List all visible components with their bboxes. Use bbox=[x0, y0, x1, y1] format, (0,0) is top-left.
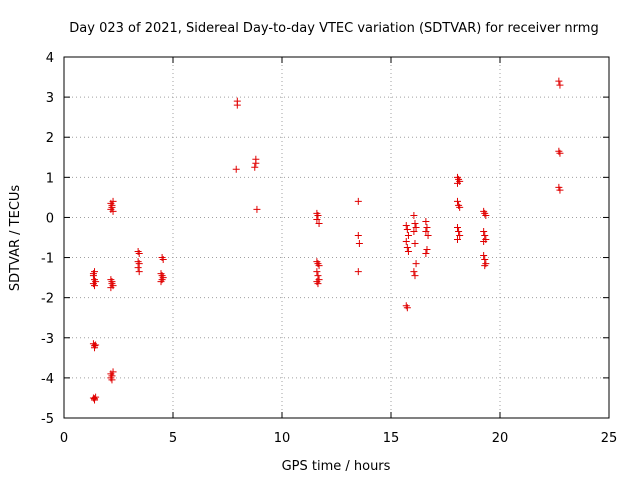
data-point bbox=[109, 197, 117, 205]
data-point bbox=[453, 179, 461, 187]
data-point bbox=[455, 227, 463, 235]
data-point bbox=[314, 272, 322, 280]
data-point bbox=[424, 231, 432, 239]
data-point bbox=[423, 223, 431, 231]
x-tick-labels: 0 5 10 15 20 25 bbox=[60, 431, 617, 446]
data-point bbox=[480, 252, 488, 260]
y-tick-label: -3 bbox=[41, 332, 54, 347]
data-point bbox=[91, 268, 99, 276]
data-point bbox=[354, 231, 362, 239]
data-point bbox=[89, 272, 97, 280]
data-point bbox=[135, 250, 143, 258]
axis-ticks bbox=[63, 56, 610, 419]
data-point bbox=[403, 244, 411, 252]
data-point bbox=[403, 225, 411, 233]
data-point bbox=[404, 248, 412, 256]
data-point bbox=[402, 221, 410, 229]
data-point bbox=[481, 256, 489, 264]
data-point bbox=[422, 250, 430, 258]
y-tick-label: 1 bbox=[46, 171, 54, 186]
x-tick-label: 0 bbox=[60, 431, 68, 446]
data-point bbox=[251, 163, 259, 171]
data-point bbox=[453, 223, 461, 231]
data-point bbox=[157, 278, 165, 286]
data-point bbox=[91, 282, 99, 290]
data-point bbox=[354, 268, 362, 276]
data-point bbox=[232, 165, 240, 173]
data-point bbox=[456, 203, 464, 211]
data-points bbox=[89, 77, 564, 404]
data-point bbox=[233, 101, 241, 109]
y-axis-label: SDTVAR / TECUs bbox=[8, 185, 23, 292]
data-point bbox=[109, 368, 117, 376]
data-point bbox=[411, 272, 419, 280]
data-point bbox=[404, 231, 412, 239]
data-point bbox=[556, 149, 564, 157]
data-point bbox=[423, 246, 431, 254]
data-point bbox=[313, 215, 321, 223]
grid bbox=[64, 57, 609, 418]
data-point bbox=[402, 238, 410, 246]
data-point bbox=[480, 227, 488, 235]
data-point bbox=[422, 227, 430, 235]
data-point bbox=[422, 217, 430, 225]
plot-frame bbox=[63, 56, 610, 419]
data-point bbox=[481, 231, 489, 239]
data-point bbox=[556, 81, 564, 89]
data-point bbox=[159, 256, 167, 264]
data-point bbox=[482, 211, 490, 219]
y-tick-label: 3 bbox=[46, 91, 54, 106]
data-point bbox=[315, 219, 323, 227]
data-point bbox=[453, 236, 461, 244]
data-point bbox=[410, 268, 418, 276]
data-point bbox=[412, 260, 420, 268]
data-point bbox=[134, 264, 142, 272]
data-point bbox=[91, 344, 99, 352]
x-tick-label: 15 bbox=[383, 431, 400, 446]
data-point bbox=[403, 304, 411, 312]
data-point bbox=[107, 284, 115, 292]
y-tick-label: -2 bbox=[41, 292, 54, 307]
data-point bbox=[252, 159, 260, 167]
data-point bbox=[108, 376, 116, 384]
data-point bbox=[456, 231, 464, 239]
y-tick-label: -1 bbox=[41, 252, 54, 267]
data-point bbox=[91, 396, 99, 404]
x-tick-label: 20 bbox=[492, 431, 509, 446]
data-point bbox=[555, 77, 563, 85]
x-tick-label: 25 bbox=[601, 431, 618, 446]
data-point bbox=[412, 223, 420, 231]
data-point bbox=[480, 238, 488, 246]
y-tick-label: 2 bbox=[46, 131, 54, 146]
y-tick-label: -5 bbox=[41, 412, 54, 427]
data-point bbox=[314, 280, 322, 288]
chart-title: Day 023 of 2021, Sidereal Day-to-day VTE… bbox=[69, 21, 598, 36]
data-point bbox=[481, 262, 489, 270]
data-point bbox=[354, 197, 362, 205]
data-point bbox=[411, 219, 419, 227]
data-point bbox=[92, 278, 100, 286]
x-tick-label: 5 bbox=[169, 431, 177, 446]
y-tick-labels: -5 -4 -3 -2 -1 0 1 2 3 4 bbox=[41, 51, 54, 427]
x-tick-label: 10 bbox=[274, 431, 291, 446]
data-point bbox=[314, 211, 322, 219]
data-point bbox=[109, 207, 117, 215]
data-point bbox=[453, 197, 461, 205]
data-point bbox=[411, 240, 419, 248]
data-point bbox=[556, 186, 564, 194]
data-point bbox=[135, 268, 143, 276]
data-point bbox=[355, 240, 363, 248]
data-point bbox=[410, 211, 418, 219]
data-point bbox=[313, 268, 321, 276]
data-point bbox=[315, 262, 323, 270]
data-point bbox=[253, 205, 261, 213]
y-tick-label: 4 bbox=[46, 51, 54, 66]
y-tick-label: -4 bbox=[41, 372, 54, 387]
x-axis-label: GPS time / hours bbox=[282, 459, 391, 474]
data-point bbox=[135, 260, 143, 268]
y-tick-label: 0 bbox=[46, 211, 54, 226]
data-point bbox=[410, 227, 418, 235]
